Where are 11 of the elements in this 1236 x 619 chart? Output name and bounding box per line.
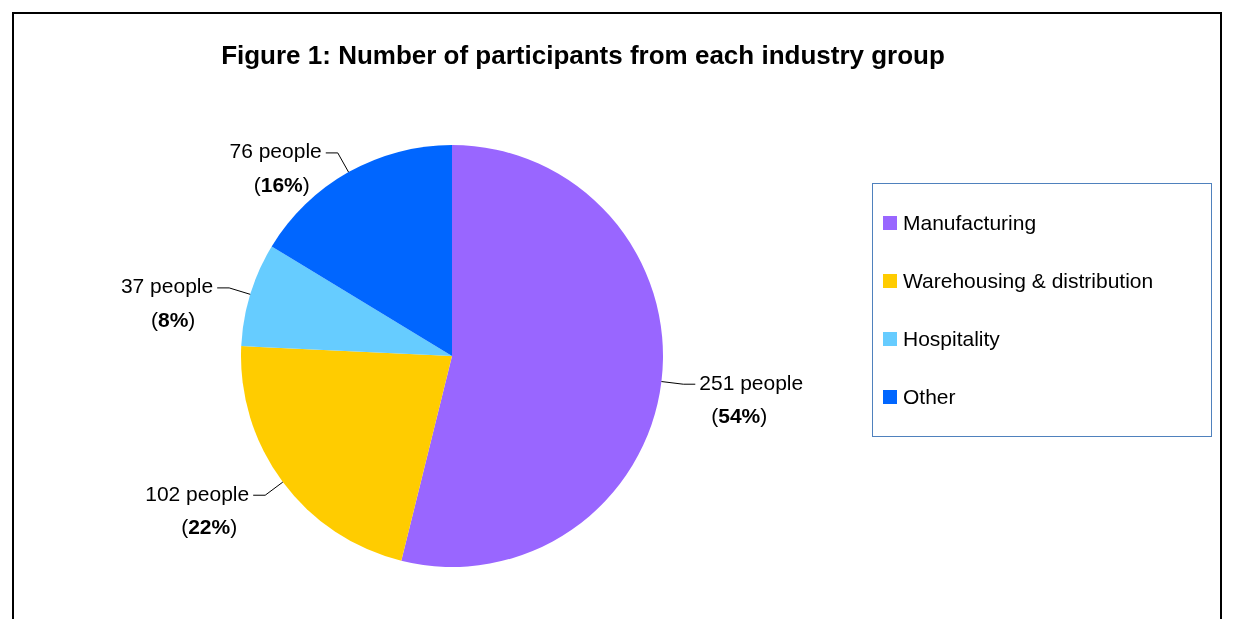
data-label: 251 people (54%) — [699, 370, 804, 427]
legend-label: Other — [903, 384, 956, 409]
pie-slice — [401, 145, 663, 567]
data-label: 76 people (16%) — [229, 139, 322, 196]
data-label: 102 people (22%) — [145, 481, 250, 538]
legend-label: Manufacturing — [903, 210, 1037, 235]
chart-title: Figure 1: Number of participants from each industry group — [220, 40, 946, 71]
pie-slice — [241, 246, 452, 356]
legend-label: Warehousing & distribution — [903, 268, 1154, 293]
legend-label: Hospitality — [903, 326, 1000, 351]
data-label: 37 people (8%) — [120, 274, 214, 331]
